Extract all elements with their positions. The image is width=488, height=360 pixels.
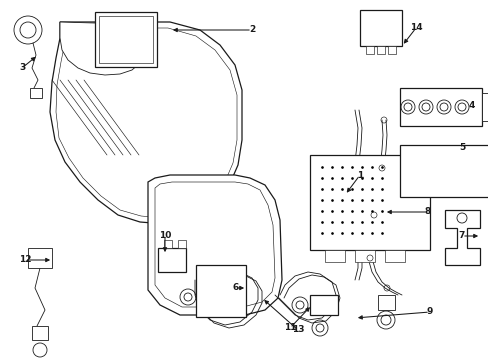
Polygon shape	[325, 250, 345, 262]
Polygon shape	[148, 175, 282, 315]
Polygon shape	[50, 22, 242, 224]
Text: 10: 10	[159, 230, 171, 239]
Polygon shape	[429, 175, 444, 195]
Text: 9: 9	[426, 307, 432, 316]
Polygon shape	[399, 145, 488, 197]
Text: 4: 4	[468, 100, 474, 109]
Text: 13: 13	[291, 325, 304, 334]
Polygon shape	[32, 326, 48, 340]
Polygon shape	[399, 88, 481, 126]
Polygon shape	[28, 248, 52, 268]
Text: 8: 8	[424, 207, 430, 216]
Polygon shape	[60, 22, 146, 75]
Text: 7: 7	[458, 231, 464, 240]
Polygon shape	[158, 248, 185, 272]
Text: 6: 6	[232, 284, 239, 292]
Polygon shape	[376, 46, 384, 54]
Polygon shape	[309, 155, 429, 250]
Polygon shape	[163, 240, 172, 248]
Polygon shape	[354, 250, 374, 262]
Text: 5: 5	[458, 144, 464, 153]
Polygon shape	[444, 210, 479, 265]
Polygon shape	[377, 295, 394, 310]
Polygon shape	[95, 12, 157, 67]
Text: 11: 11	[283, 324, 296, 333]
Polygon shape	[309, 295, 337, 315]
Polygon shape	[196, 265, 245, 317]
Text: 2: 2	[248, 26, 255, 35]
Text: 1: 1	[356, 171, 363, 180]
Text: 14: 14	[409, 23, 422, 32]
Text: 3: 3	[19, 63, 25, 72]
Polygon shape	[178, 240, 185, 248]
Polygon shape	[481, 93, 488, 121]
Polygon shape	[359, 10, 401, 46]
Polygon shape	[387, 46, 395, 54]
Text: 12: 12	[19, 256, 31, 265]
Polygon shape	[384, 250, 404, 262]
Polygon shape	[30, 88, 42, 98]
Polygon shape	[365, 46, 373, 54]
